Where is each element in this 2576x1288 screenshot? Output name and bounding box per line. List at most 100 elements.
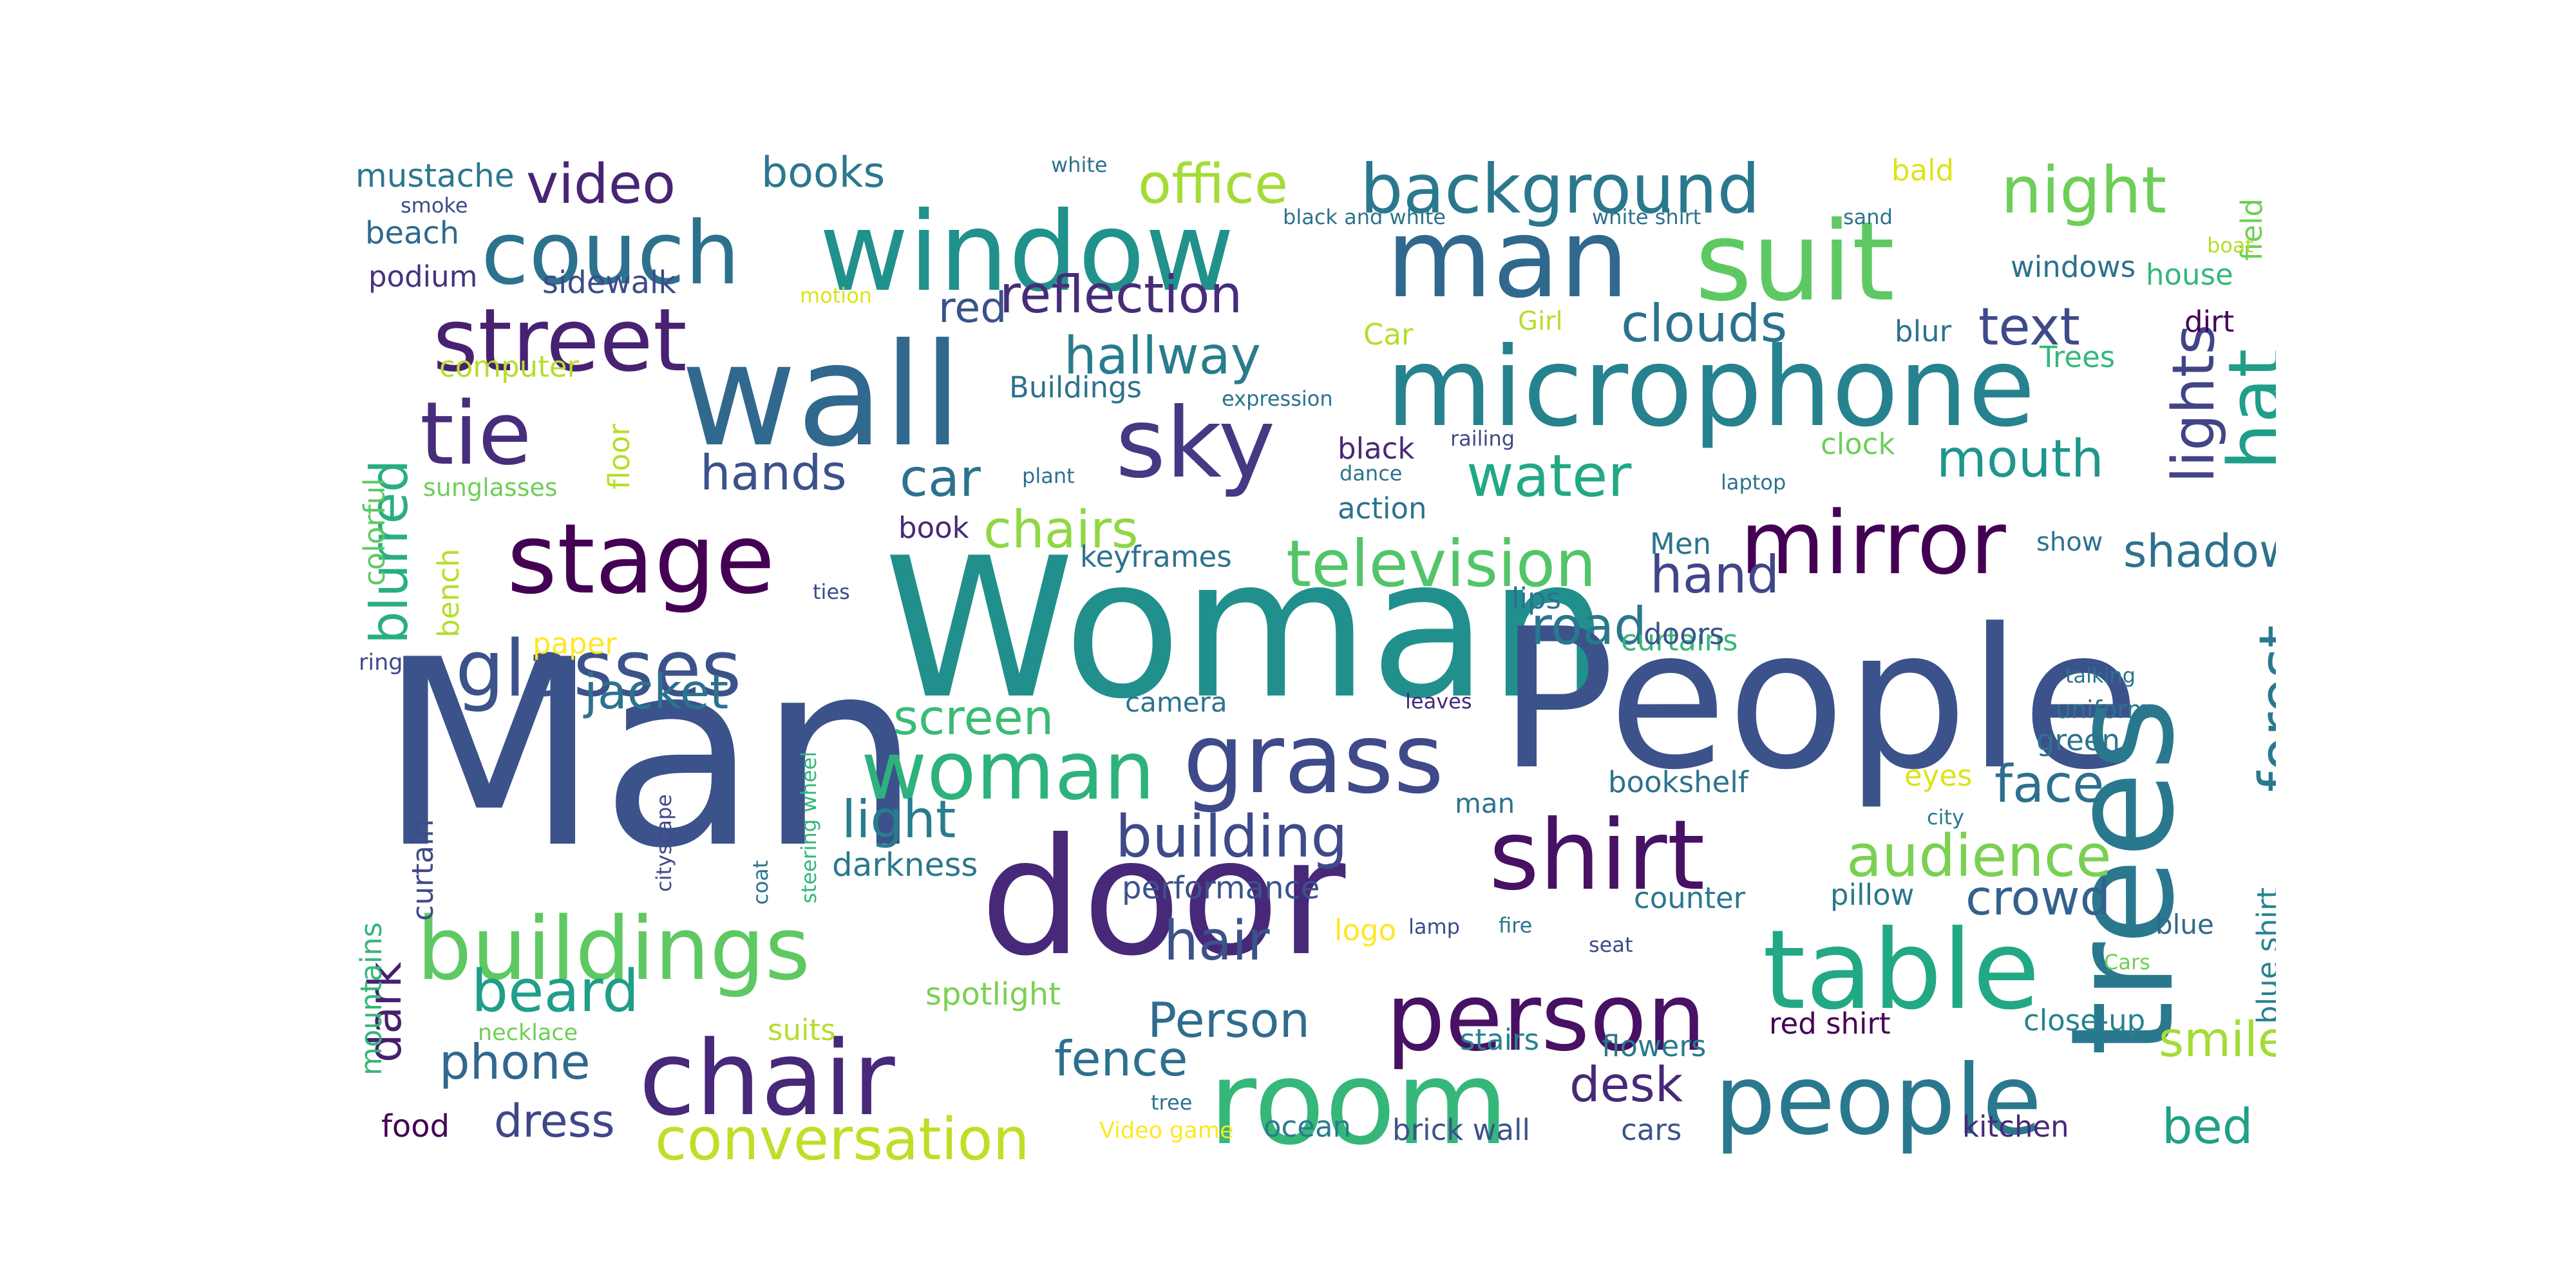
- word: eyes: [1904, 759, 1972, 793]
- word: windows: [2011, 250, 2136, 284]
- word: curtain: [406, 819, 440, 921]
- word: dirt: [2184, 305, 2234, 339]
- word: kitchen: [1962, 1110, 2069, 1144]
- word: Girl: [1518, 307, 1563, 336]
- word: ring: [359, 650, 403, 676]
- word: close-up: [2023, 1003, 2145, 1037]
- word: mountains: [355, 922, 388, 1075]
- word: cars: [1621, 1113, 1681, 1147]
- word: railing: [1450, 426, 1515, 451]
- word: lamp: [1408, 914, 1460, 939]
- word: bald: [1891, 153, 1954, 187]
- word: talking: [2065, 663, 2136, 688]
- word: street: [433, 290, 687, 391]
- word: expression: [1222, 386, 1333, 411]
- word: coat: [748, 860, 773, 905]
- word: smoke: [401, 193, 468, 218]
- word: reflection: [999, 265, 1242, 325]
- word-cloud: Man Woman People door trees room wall wi…: [355, 148, 2276, 1179]
- word: camera: [1125, 687, 1227, 718]
- word: hair: [1164, 909, 1270, 973]
- word: blue: [2155, 909, 2214, 940]
- word: microphone: [1386, 324, 2035, 451]
- word: wall: [681, 313, 962, 478]
- word: hand: [1650, 545, 1779, 605]
- word: buildings: [417, 898, 810, 999]
- word: face: [1994, 754, 2104, 814]
- word: pillow: [1830, 878, 1914, 912]
- word: couch: [481, 203, 740, 304]
- word: blue shirt: [2251, 887, 2276, 1024]
- word: laptop: [1721, 470, 1786, 495]
- word: sky: [1115, 388, 1275, 500]
- word: red: [938, 284, 1007, 332]
- word: boat: [2207, 233, 2253, 258]
- word: hands: [700, 444, 847, 501]
- word: dress: [494, 1095, 615, 1148]
- word: paper: [533, 627, 617, 661]
- word: woman: [861, 724, 1155, 818]
- word: show: [2036, 527, 2103, 557]
- word: clock: [1821, 427, 1895, 461]
- word: Video game: [1099, 1118, 1233, 1144]
- word: sunglasses: [423, 473, 558, 502]
- word: People: [1499, 587, 2141, 812]
- word: mirror: [1740, 493, 2006, 594]
- word: black: [1338, 431, 1414, 466]
- word: steering wheel: [797, 752, 821, 904]
- word: sand: [1843, 205, 1893, 229]
- word: television: [1286, 526, 1596, 601]
- word: dance: [1340, 461, 1402, 486]
- word: chairs: [983, 500, 1139, 560]
- word: uniform: [2056, 696, 2150, 724]
- word: white: [1051, 153, 1108, 177]
- word: water: [1466, 442, 1631, 510]
- word: motion: [800, 283, 872, 308]
- word: bed: [2162, 1098, 2253, 1155]
- word: mustache: [355, 157, 515, 194]
- word: green: [2036, 723, 2120, 757]
- word: car: [900, 448, 981, 508]
- word: clouds: [1621, 294, 1787, 354]
- word: smile: [2159, 1011, 2276, 1068]
- word: shirt: [1489, 800, 1705, 912]
- word: Trees: [2039, 340, 2115, 374]
- word: book: [898, 511, 969, 545]
- word: brick wall: [1392, 1113, 1530, 1147]
- word: computer: [439, 350, 580, 384]
- word: road: [1531, 596, 1647, 656]
- word: table: [1763, 907, 2040, 1034]
- word: plant: [1022, 464, 1075, 488]
- word: man: [1386, 195, 1629, 323]
- word: books: [761, 149, 885, 197]
- word-cloud-canvas: Man Woman People door trees room wall wi…: [355, 149, 2276, 1173]
- word: forest: [2247, 625, 2276, 792]
- word: shadow: [2123, 525, 2276, 578]
- word: phone: [439, 1034, 591, 1090]
- word: floor: [602, 424, 636, 489]
- word: action: [1338, 491, 1427, 526]
- word: city: [1927, 805, 1964, 829]
- word: suit: [1695, 198, 1895, 326]
- word: ocean: [1264, 1110, 1351, 1144]
- word: Car: [1363, 317, 1414, 352]
- word: fence: [1054, 1030, 1188, 1087]
- word: tie: [420, 383, 532, 484]
- word: person: [1386, 963, 1706, 1072]
- word: field: [2235, 198, 2269, 261]
- word: Buildings: [1009, 370, 1142, 404]
- word: beard: [471, 958, 639, 1025]
- word: grass: [1183, 703, 1444, 815]
- word: Woman: [884, 516, 1611, 741]
- word: building: [1115, 803, 1347, 871]
- word: seat: [1589, 933, 1633, 957]
- word: performance: [1122, 870, 1320, 906]
- word: text: [1978, 297, 2080, 357]
- word: blur: [1895, 314, 1952, 348]
- word: flowers: [1602, 1029, 1706, 1063]
- word: beach: [365, 215, 459, 251]
- word: fire: [1499, 913, 1532, 938]
- word: jacket: [583, 663, 728, 720]
- word: audience: [1846, 822, 2112, 890]
- word: sidewalk: [542, 265, 676, 301]
